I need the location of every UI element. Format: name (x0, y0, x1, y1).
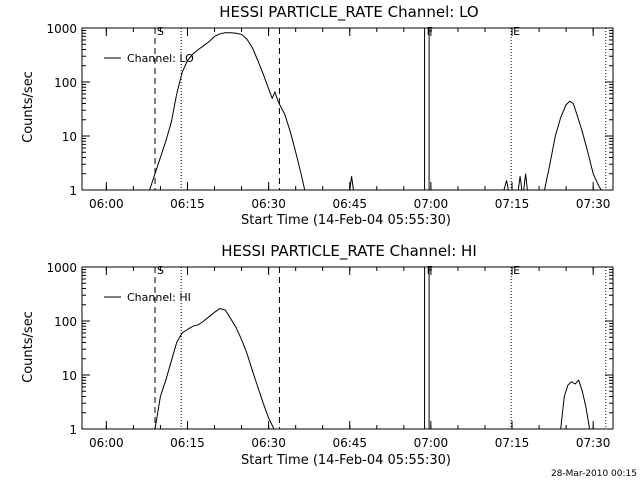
chart-lo-series-line (517, 176, 523, 191)
chart-hi-xtick-label: 06:45 (332, 436, 367, 450)
chart-hi-xtick-label: 06:15 (170, 436, 205, 450)
chart-hi-xtick-label: 06:30 (251, 436, 286, 450)
chart-lo-xtick-label: 06:15 (170, 197, 205, 211)
chart-hi-xtick-label: 07:15 (495, 436, 530, 450)
chart-lo-ytick-label: 10 (62, 130, 77, 144)
chart-lo-xtick-label: 07:30 (576, 197, 611, 211)
chart-lo-ylabel: Counts/sec (21, 71, 36, 143)
chart-lo-series-line (149, 32, 306, 191)
chart-lo-marker-label: F (427, 25, 433, 38)
chart-lo-ytick-label: 1000 (46, 22, 77, 36)
chart-lo-marker-label: E (513, 25, 520, 38)
chart-hi-series-line (560, 379, 591, 430)
chart-hi-marker-label: S (157, 264, 164, 277)
chart-hi-xtick-label: 07:00 (414, 436, 449, 450)
chart-lo-panel: HESSI PARTICLE_RATE Channel: LO Start Ti… (21, 3, 614, 228)
chart-hi-panel: HESSI PARTICLE_RATE Channel: HI Start Ti… (21, 242, 614, 468)
chart-lo-ytick-label: 100 (54, 76, 77, 90)
footer-timestamp: 28-Mar-2010 00:15 (551, 469, 637, 479)
chart-lo-xtick-label: 07:00 (414, 197, 449, 211)
chart-lo-xtick-label: 06:30 (251, 197, 286, 211)
chart-lo-ytick-label: 1 (69, 184, 77, 198)
chart-lo-series-line (544, 100, 602, 191)
chart-hi-xlabel: Start Time (14-Feb-04 05:55:30) (241, 453, 451, 468)
chart-lo-xtick-label: 06:00 (89, 197, 124, 211)
chart-hi-title: HESSI PARTICLE_RATE Channel: HI (221, 242, 477, 261)
chart-lo-plot: 06:00 06:15 06:30 06:45 07:00 07:15 07:30 1 10 10… (46, 22, 614, 211)
chart-lo-xlabel: Start Time (14-Feb-04 05:55:30) (241, 213, 451, 228)
chart-hi-series-line (154, 308, 275, 430)
chart-hi-ytick-label: 1 (69, 423, 77, 437)
chart-lo-xtick-label: 07:15 (495, 197, 530, 211)
chart-hi-ytick-label: 100 (54, 315, 77, 329)
chart-hi-ytick-label: 10 (62, 369, 77, 383)
chart-hi-marker-label: E (513, 264, 520, 277)
chart-lo-series-line (503, 180, 509, 191)
chart-hi-ylabel: Counts/sec (21, 311, 36, 383)
chart-lo-axes-frame (81, 27, 614, 191)
chart-lo-marker-label: S (157, 25, 164, 38)
chart-lo-xtick-label: 06:45 (332, 197, 367, 211)
chart-hi-xtick-label: 07:30 (576, 436, 611, 450)
chart-hi-marker-label: F (427, 264, 433, 277)
chart-lo-series-line (349, 176, 354, 191)
chart-hi-plot: 06:00 06:15 06:30 06:45 07:00 07:15 07:30 1 10 10… (46, 261, 614, 450)
chart-hi-xtick-label: 06:00 (89, 436, 124, 450)
chart-lo-title: HESSI PARTICLE_RATE Channel: LO (219, 3, 478, 22)
chart-lo-legend-label: Channel: LO (127, 52, 194, 65)
chart-hi-axes-frame (81, 266, 614, 430)
chart-hi-legend-label: Channel: HI (127, 291, 191, 304)
chart-hi-ytick-label: 1000 (46, 261, 77, 275)
chart-lo-series-line (523, 173, 528, 191)
